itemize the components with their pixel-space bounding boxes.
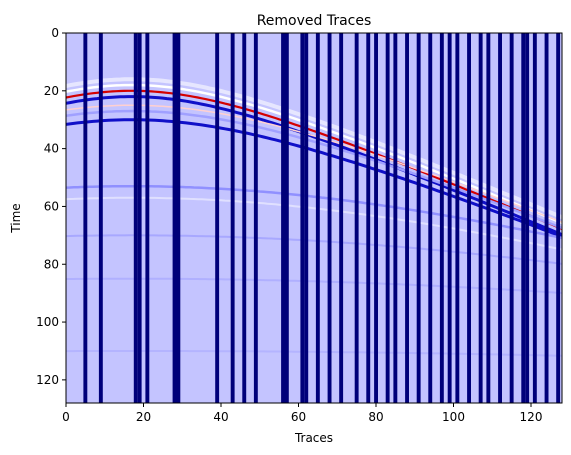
removed-trace-97 (439, 33, 444, 403)
y-axis-label: Time (9, 203, 23, 233)
removed-trace-9 (98, 33, 103, 403)
y-tick-label: 60 (44, 199, 59, 213)
removed-trace-88 (405, 33, 409, 403)
x-axis: 0 20 40 60 80 100 120 (62, 403, 542, 424)
removed-trace-18 (133, 33, 138, 403)
y-tick-label: 20 (44, 84, 59, 98)
plot-area (66, 33, 562, 403)
removed-trace-71 (339, 33, 344, 403)
removed-trace-80 (374, 33, 378, 403)
removed-trace-85 (393, 33, 398, 403)
removed-trace-101 (455, 33, 460, 403)
y-tick-label: 100 (36, 315, 59, 329)
removed-trace-118 (521, 33, 526, 403)
x-tick-label: 80 (368, 410, 383, 424)
removed-trace-61 (300, 33, 305, 403)
removed-trace-62 (304, 33, 309, 403)
removed-trace-5 (83, 33, 88, 403)
x-tick-label: 20 (136, 410, 151, 424)
removed-trace-68 (327, 33, 332, 403)
removed-trace-29 (176, 33, 181, 403)
y-tick-label: 0 (51, 26, 59, 40)
removed-trace-19 (137, 33, 142, 403)
removed-trace-109 (486, 33, 491, 403)
removed-trace-49 (253, 33, 258, 403)
removed-trace-115 (509, 33, 514, 403)
removed-trace-46 (242, 33, 247, 403)
x-tick-label: 100 (442, 410, 465, 424)
removed-trace-83 (385, 33, 390, 403)
removed-trace-78 (366, 33, 371, 403)
removed-trace-21 (145, 33, 150, 403)
removed-trace-124 (544, 33, 549, 403)
y-tick-label: 40 (44, 142, 59, 156)
removed-trace-75 (354, 33, 359, 403)
y-tick-label: 80 (44, 257, 59, 271)
x-tick-label: 120 (520, 410, 543, 424)
x-axis-label: Traces (294, 431, 333, 445)
removed-trace-107 (478, 33, 483, 403)
removed-trace-56 (281, 33, 285, 403)
x-tick-label: 0 (62, 410, 70, 424)
removed-trace-94 (428, 33, 433, 403)
removed-trace-112 (498, 33, 502, 403)
removed-trace-57 (284, 33, 289, 403)
chart-title: Removed Traces (257, 13, 372, 29)
y-axis: 0 20 40 60 80 100 120 (36, 26, 66, 387)
removed-trace-119 (525, 33, 530, 403)
removed-trace-43 (230, 33, 235, 403)
removed-trace-121 (532, 33, 537, 403)
removed-trace-104 (467, 33, 471, 403)
y-tick-label: 120 (36, 373, 59, 387)
plot-frame (65, 32, 563, 404)
removed-trace-28 (172, 33, 177, 403)
x-tick-label: 40 (213, 410, 228, 424)
removed-trace-127 (556, 33, 561, 403)
x-tick-label: 60 (291, 410, 306, 424)
removed-trace-99 (447, 33, 452, 403)
removed-trace-91 (416, 33, 421, 403)
removed-trace-65 (315, 33, 320, 403)
removed-trace-39 (215, 33, 220, 403)
